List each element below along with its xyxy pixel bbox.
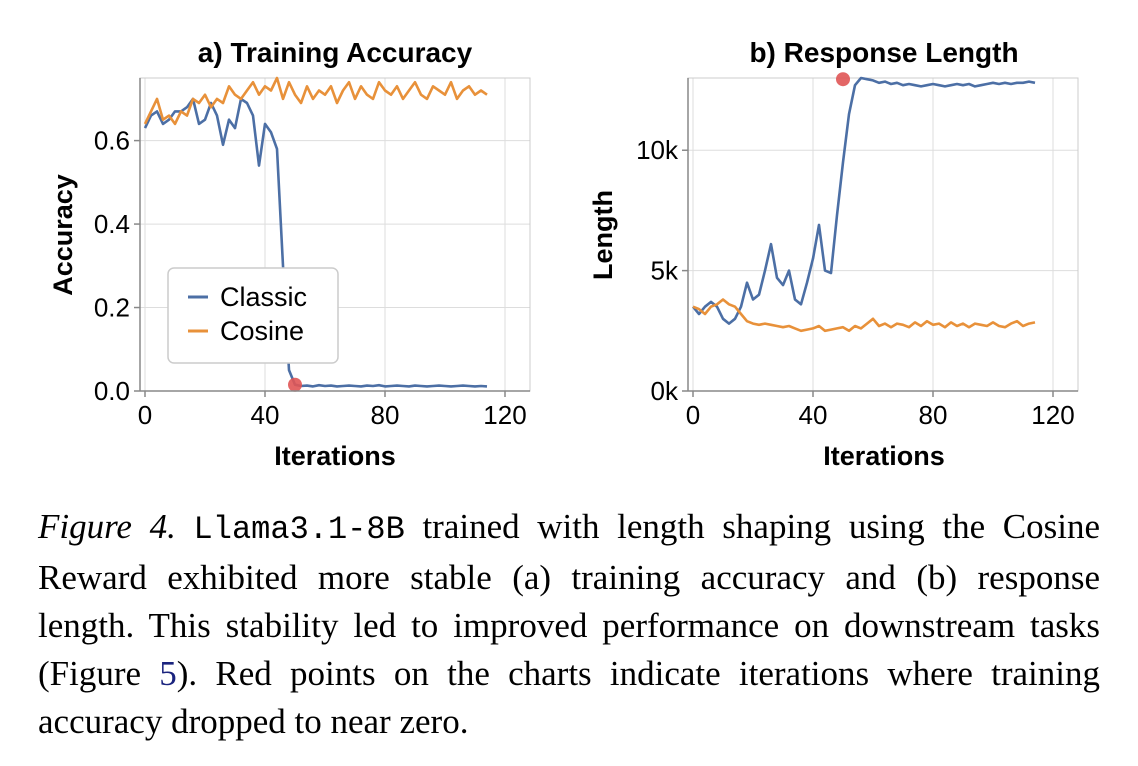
chart-a-legend: Classic Cosine xyxy=(167,267,339,364)
x-tick-label: 120 xyxy=(1031,400,1074,430)
chart-b-x-label: Iterations xyxy=(823,441,945,471)
y-tick-label: 10k xyxy=(636,135,679,165)
y-tick-label: 0.2 xyxy=(94,293,130,323)
x-tick-label: 80 xyxy=(919,400,948,430)
figure: a) Training Accuracy 0.0 0.2 0.4 0.6 0 40 80 12… xyxy=(48,37,1079,471)
x-tick-label: 120 xyxy=(483,400,526,430)
figure-caption: Figure 4. Llama3.1-8B trained with lengt… xyxy=(38,503,1100,746)
caption-figure-label: Figure 4. xyxy=(38,507,176,546)
series-line-classic xyxy=(143,97,488,388)
chart-training-accuracy: a) Training Accuracy 0.0 0.2 0.4 0.6 0 40 80 12… xyxy=(48,37,531,471)
x-tick-label: 80 xyxy=(371,400,400,430)
legend-cosine-label: Cosine xyxy=(220,316,304,346)
y-tick-label: 0k xyxy=(651,376,679,406)
caption-model-name: Llama3.1-8B xyxy=(193,511,405,548)
legend-classic-label: Classic xyxy=(220,282,307,312)
caption-figure-ref-link[interactable]: 5 xyxy=(159,654,177,693)
x-tick-label: 40 xyxy=(799,400,828,430)
chart-b-plot-area xyxy=(687,77,1079,392)
caption-text-2: ). Red points on the charts indicate ite… xyxy=(38,654,1100,741)
x-tick-label: 0 xyxy=(686,400,700,430)
chart-b-title: b) Response Length xyxy=(749,37,1018,68)
chart-response-length: b) Response Length 0k 5k 10k 0 40 80 120 Itera… xyxy=(588,37,1079,471)
chart-b-y-label: Length xyxy=(588,190,618,280)
series-line-cosine xyxy=(692,298,1036,333)
x-tick-label: 0 xyxy=(138,400,152,430)
y-tick-label: 0.4 xyxy=(94,209,130,239)
collapse-marker-point xyxy=(288,377,302,392)
y-tick-label: 0.0 xyxy=(94,376,130,406)
collapse-marker-point xyxy=(836,72,850,87)
chart-a-title: a) Training Accuracy xyxy=(198,37,473,68)
chart-a-x-label: Iterations xyxy=(274,441,396,471)
caption-text-1: trained with length shaping using the Co… xyxy=(38,507,1100,693)
y-tick-label: 0.6 xyxy=(94,126,130,156)
series-line-classic xyxy=(691,76,1036,325)
chart-a-y-label: Accuracy xyxy=(48,174,78,296)
x-tick-label: 40 xyxy=(251,400,280,430)
series-line-cosine xyxy=(143,76,488,126)
y-tick-label: 5k xyxy=(651,256,679,286)
